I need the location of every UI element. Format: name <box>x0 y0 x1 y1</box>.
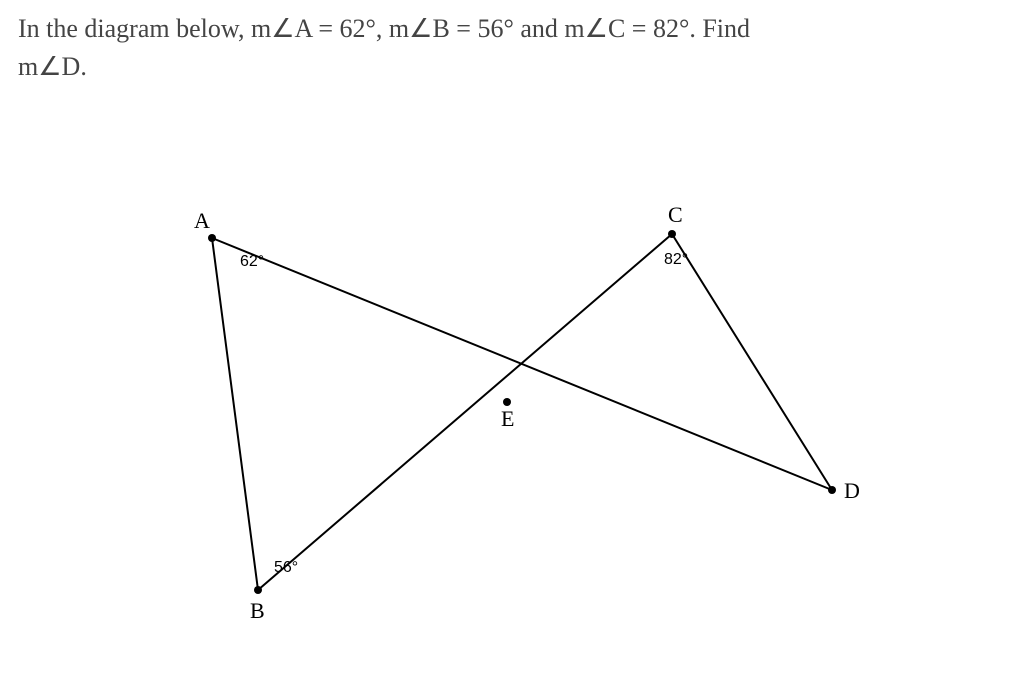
segment-CD <box>672 234 832 490</box>
vertex-label-D: D <box>844 478 860 503</box>
labels-group: A 62° B 56° C 82° D E <box>194 202 860 623</box>
geometry-diagram: A 62° B 56° C 82° D E <box>0 0 1025 678</box>
segment-AB <box>212 238 258 590</box>
vertex-label-B: B <box>250 598 265 623</box>
vertices-group <box>208 230 836 594</box>
vertex-label-E: E <box>501 406 514 431</box>
vertex-D <box>828 486 836 494</box>
vertex-C <box>668 230 676 238</box>
segment-BC <box>258 234 672 590</box>
vertex-label-C: C <box>668 202 683 227</box>
vertex-E <box>503 398 511 406</box>
vertex-B <box>254 586 262 594</box>
vertex-label-A: A <box>194 208 210 233</box>
vertex-A <box>208 234 216 242</box>
angle-label-B: 56° <box>274 559 298 576</box>
segments-group <box>212 234 832 590</box>
angle-label-A: 62° <box>240 253 264 270</box>
angle-label-C: 82° <box>664 251 688 268</box>
